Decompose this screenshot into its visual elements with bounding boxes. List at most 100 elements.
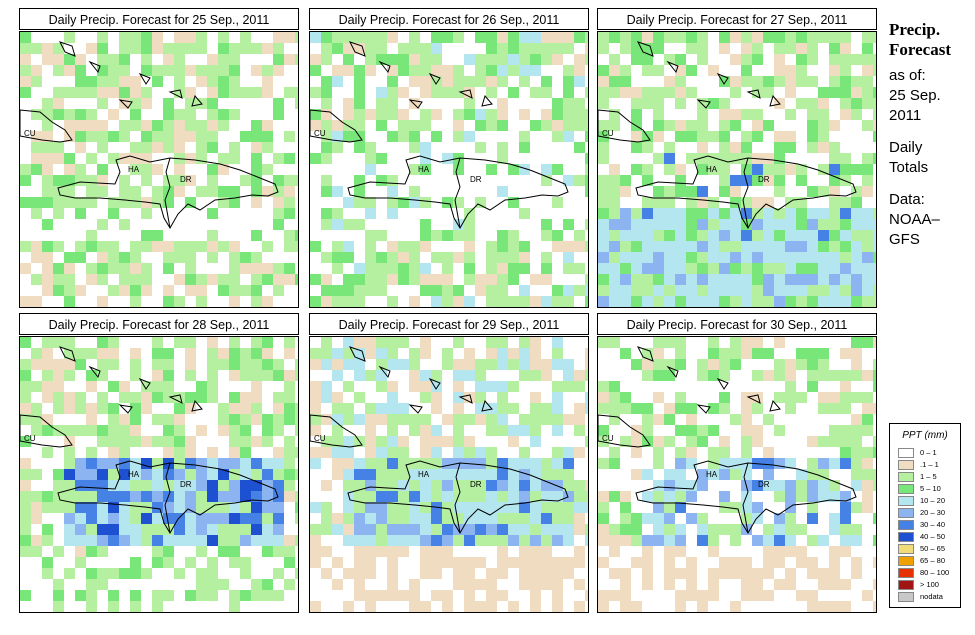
coastline [598, 346, 857, 534]
precip-grid: CU HA DR [598, 32, 876, 307]
map-label: CU [24, 434, 36, 443]
panel-title: Daily Precip. Forecast for 28 Sep., 2011 [19, 313, 299, 335]
coastline [310, 346, 569, 534]
legend-label: nodata [920, 592, 943, 601]
precip-grid: CU HA DR [20, 337, 298, 612]
legend-label: 10 – 20 [920, 496, 946, 505]
legend-label: 65 – 80 [920, 556, 946, 565]
map-label: CU [24, 129, 36, 138]
map-label: DR [470, 480, 482, 489]
data-source-2: GFS [889, 231, 920, 248]
legend-item: 30 – 40 [898, 520, 958, 530]
panel-title: Daily Precip. Forecast for 27 Sep., 2011 [597, 8, 877, 30]
precip-map: CU HA DR [309, 31, 589, 308]
legend-swatch [898, 580, 914, 590]
precip-grid: CU HA DR [598, 337, 876, 612]
legend-item: 50 – 65 [898, 544, 958, 554]
map-label: HA [706, 470, 718, 479]
legend-item: > 100 [898, 580, 958, 590]
asof-label: as of: [889, 67, 926, 84]
legend-item: 5 – 10 [898, 484, 958, 494]
map-label: CU [314, 434, 326, 443]
legend-swatch [898, 556, 914, 566]
legend-swatch [898, 544, 914, 554]
legend-item: 0 – 1 [898, 448, 958, 458]
map-label: CU [602, 129, 614, 138]
map-label: DR [180, 480, 192, 489]
map-label: HA [418, 470, 430, 479]
legend-item: 65 – 80 [898, 556, 958, 566]
map-label: DR [180, 175, 192, 184]
asof-date: 25 Sep. [889, 87, 941, 104]
legend-item: 10 – 20 [898, 496, 958, 506]
legend-swatch [898, 568, 914, 578]
forecast-panel: Daily Precip. Forecast for 27 Sep., 2011… [597, 8, 879, 308]
precip-grid: CU HA DR [310, 32, 588, 307]
panel-title: Daily Precip. Forecast for 29 Sep., 2011 [309, 313, 589, 335]
legend-swatch [898, 472, 914, 482]
legend-item: .1 – 1 [898, 460, 958, 470]
legend-item: nodata [898, 592, 958, 602]
map-label: CU [602, 434, 614, 443]
legend-swatch [898, 460, 914, 470]
legend-swatch [898, 496, 914, 506]
legend-label: 40 – 50 [920, 532, 946, 541]
legend-label: 20 – 30 [920, 508, 946, 517]
forecast-panel: Daily Precip. Forecast for 25 Sep., 2011… [19, 8, 301, 308]
forecast-panel: Daily Precip. Forecast for 28 Sep., 2011… [19, 313, 301, 613]
legend-swatch [898, 532, 914, 542]
panel-title: Daily Precip. Forecast for 26 Sep., 2011 [309, 8, 589, 30]
legend-label: .1 – 1 [920, 460, 939, 469]
map-label: DR [758, 480, 770, 489]
precip-map: CU HA DR [597, 31, 877, 308]
legend-swatch [898, 592, 914, 602]
legend-label: 1 – 5 [920, 472, 937, 481]
precip-grid: CU HA DR [20, 32, 298, 307]
precip-legend: PPT (mm) 0 – 1 .1 – 1 1 – 5 5 – 10 10 – 20 20… [889, 423, 961, 608]
legend-swatch [898, 484, 914, 494]
legend-item: 1 – 5 [898, 472, 958, 482]
forecast-panel: Daily Precip. Forecast for 26 Sep., 2011… [309, 8, 591, 308]
data-label: Data: [889, 191, 925, 208]
legend-swatch [898, 508, 914, 518]
map-label: CU [314, 129, 326, 138]
legend-label: 30 – 40 [920, 520, 946, 529]
precip-map: CU HA DR [19, 31, 299, 308]
legend-label: 0 – 1 [920, 448, 937, 457]
legend-swatch [898, 448, 914, 458]
data-source-1: NOAA– [889, 211, 940, 228]
coastline [310, 41, 569, 229]
heading-precip: Precip. [889, 20, 941, 39]
legend-item: 80 – 100 [898, 568, 958, 578]
map-label: DR [470, 175, 482, 184]
precip-map: CU HA DR [19, 336, 299, 613]
coastline [20, 346, 279, 534]
legend-label: 80 – 100 [920, 568, 950, 577]
precip-map: CU HA DR [597, 336, 877, 613]
legend-label: 50 – 65 [920, 544, 946, 553]
asof-year: 2011 [889, 107, 922, 124]
map-label: HA [418, 165, 430, 174]
map-info: Precip. Forecast as of: 25 Sep. 2011 Dai… [889, 20, 975, 250]
map-label: HA [128, 470, 140, 479]
legend-title: PPT (mm) [902, 430, 948, 441]
legend-label: 5 – 10 [920, 484, 941, 493]
legend-item: 40 – 50 [898, 532, 958, 542]
coastline [598, 41, 857, 229]
forecast-panel: Daily Precip. Forecast for 30 Sep., 2011… [597, 313, 879, 613]
precip-grid: CU HA DR [310, 337, 588, 612]
daily-label: Daily [889, 139, 923, 156]
map-label: HA [706, 165, 718, 174]
panel-title: Daily Precip. Forecast for 30 Sep., 2011 [597, 313, 877, 335]
coastline [20, 41, 279, 229]
map-label: DR [758, 175, 770, 184]
map-label: HA [128, 165, 140, 174]
forecast-panel: Daily Precip. Forecast for 29 Sep., 2011… [309, 313, 591, 613]
heading-forecast: Forecast [889, 40, 951, 59]
panel-title: Daily Precip. Forecast for 25 Sep., 2011 [19, 8, 299, 30]
legend-item: 20 – 30 [898, 508, 958, 518]
legend-swatch [898, 520, 914, 530]
totals-label: Totals [889, 159, 929, 176]
legend-label: > 100 [920, 580, 939, 589]
precip-map: CU HA DR [309, 336, 589, 613]
